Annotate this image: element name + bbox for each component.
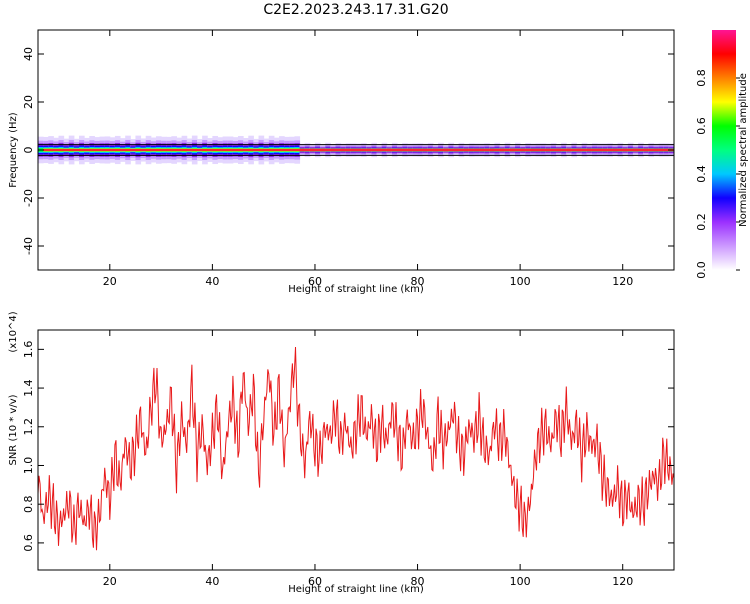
snr-x-tick-label: 20	[103, 575, 117, 588]
snr-x-tick-label: 120	[612, 575, 633, 588]
colorbar-tick-label: 0.6	[695, 117, 708, 135]
heatmap-x-tick-label: 40	[205, 275, 219, 288]
heatmap-y-tick-label: -20	[22, 189, 35, 207]
heatmap-x-tick-label: 80	[411, 275, 425, 288]
heatmap-y-tick-label: 20	[22, 95, 35, 109]
snr-panel: 20 40 60 80 100 120 0.6 0.8 1.0 1.2 1.4 1.6 Height…	[8, 311, 675, 595]
snr-x-tick-label: 40	[205, 575, 219, 588]
heatmap-y-tick-label: -40	[22, 237, 35, 255]
snr-y-tick-label: 1.6	[22, 341, 35, 359]
heatmap-x-tick-label: 100	[510, 275, 531, 288]
heatmap-panel: 20 40 60 80 100 120 40 20 0 -20 -40 Height of str…	[8, 29, 675, 295]
heatmap-x-tick-label: 20	[103, 275, 117, 288]
colorbar-tick-label: 0.2	[695, 213, 708, 231]
colorbar-label: Normalized spectral amplitude	[738, 73, 749, 227]
snr-y-tick-label: 0.6	[22, 534, 35, 552]
colorbar-tick-label: 0.8	[695, 69, 708, 87]
snr-x-tick-label: 100	[510, 575, 531, 588]
snr-y-ticks: 0.6 0.8 1.0 1.2 1.4 1.6	[22, 341, 674, 552]
snr-y-tick-label: 1.0	[22, 457, 35, 475]
snr-x-tick-label: 60	[308, 575, 322, 588]
heatmap-y-ticks: 40 20 0 -20 -40	[22, 47, 674, 255]
heatmap-band	[38, 135, 675, 165]
snr-multiplier: (x10^4)	[8, 311, 19, 352]
heatmap-x-tick-label: 120	[612, 275, 633, 288]
snr-line	[37, 346, 675, 551]
snr-x-ticks: 20 40 60 80 100 120	[103, 330, 633, 588]
snr-y-tick-label: 0.8	[22, 495, 35, 513]
heatmap-y-tick-label: 40	[22, 47, 35, 61]
snr-x-axis-label: Height of straight line (km)	[288, 584, 424, 595]
heatmap-x-ticks: 20 40 60 80 100 120	[103, 30, 633, 288]
colorbar-tick-label: 0.0	[695, 261, 708, 279]
colorbar-tick-label: 0.4	[695, 165, 708, 183]
heatmap-x-tick-label: 60	[308, 275, 322, 288]
heatmap-y-axis-label: Frequency (Hz)	[8, 112, 19, 188]
chart-title: C2E2.2023.243.17.31.G20	[263, 2, 448, 18]
colorbar-ticks: 0.0 0.2 0.4 0.6 0.8	[695, 69, 740, 279]
colorbar-gradient	[712, 30, 736, 270]
heatmap-y-tick-label: 0	[22, 147, 35, 154]
snr-x-tick-label: 80	[411, 575, 425, 588]
snr-frame	[37, 329, 675, 571]
snr-y-tick-label: 1.4	[22, 379, 35, 397]
snr-y-axis-label: SNR (10 * v/v)	[8, 394, 19, 465]
heatmap-core-red	[43, 149, 675, 151]
colorbar: 0.0 0.2 0.4 0.6 0.8 Normalized spectral ampl…	[695, 30, 749, 279]
heatmap-x-axis-label: Height of straight line (km)	[288, 284, 424, 295]
snr-y-tick-label: 1.2	[22, 418, 35, 436]
